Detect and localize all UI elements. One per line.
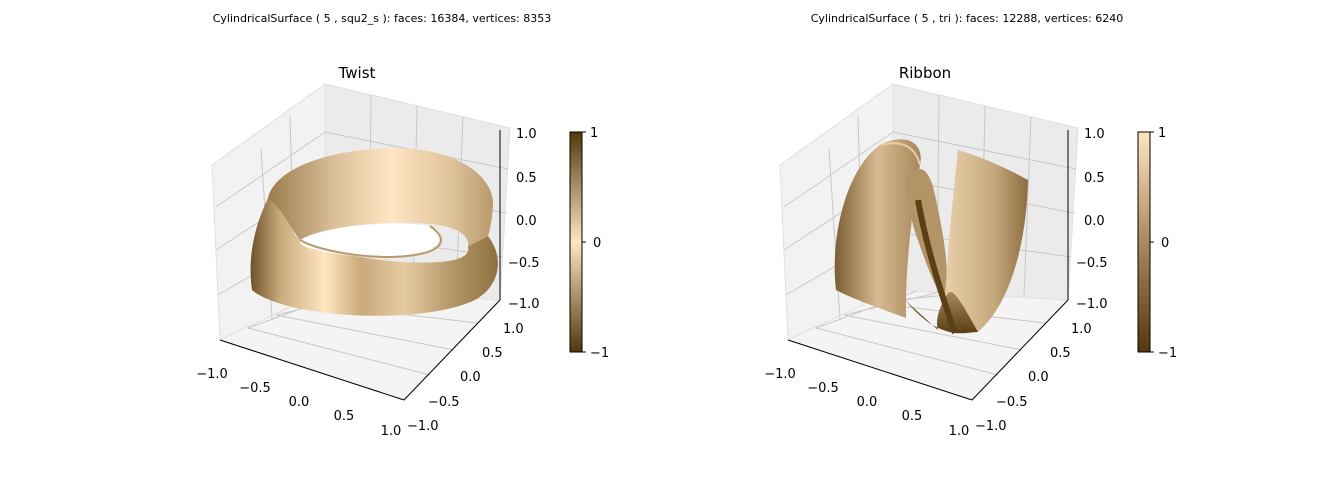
colorbar-tick: 0 <box>1161 236 1169 251</box>
title-right: Ribbon <box>899 64 951 82</box>
xtick-label: 1.0 <box>949 424 970 439</box>
ytick-label: 0.5 <box>1050 346 1071 361</box>
ztick-label: −1.0 <box>508 297 540 312</box>
xtick-label: 0.5 <box>902 409 923 424</box>
colorbar-tick: 0 <box>593 236 601 251</box>
title-left: Twist <box>338 64 376 82</box>
colorbar-tick: −1 <box>590 346 609 361</box>
axes-right <box>787 130 1069 401</box>
colorbar-left: 1 0 −1 <box>569 126 609 361</box>
surface-twist <box>250 148 498 316</box>
ztick-label: −1.0 <box>1076 297 1108 312</box>
xtick-label: −0.5 <box>239 381 271 396</box>
yticks-left: −1.0 −0.5 0.0 0.5 1.0 <box>407 322 524 434</box>
ztick-label: −0.5 <box>1076 256 1108 271</box>
subplot-twist: CylindricalSurface ( 5 , squ2_s ): faces… <box>196 12 609 439</box>
xticks-right: −1.0 −0.5 0.0 0.5 1.0 <box>764 367 969 439</box>
ytick-label: −0.5 <box>996 395 1028 410</box>
colorbar-tick: 1 <box>1158 126 1166 141</box>
ytick-label: −1.0 <box>975 419 1007 434</box>
surface-ribbon <box>834 139 1028 335</box>
ztick-label: 0.0 <box>516 214 537 229</box>
ytick-label: 0.0 <box>460 370 481 385</box>
xticks-left: −1.0 −0.5 0.0 0.5 1.0 <box>196 367 401 439</box>
colorbar-tick: 1 <box>590 126 598 141</box>
ytick-label: 0.0 <box>1028 370 1049 385</box>
xtick-label: −1.0 <box>764 367 796 382</box>
ytick-label: 1.0 <box>1071 322 1092 337</box>
axes-left <box>219 130 501 401</box>
ztick-label: 0.0 <box>1084 214 1105 229</box>
suptitle-right: CylindricalSurface ( 5 , tri ): faces: 1… <box>811 12 1124 25</box>
ztick-label: 1.0 <box>516 127 537 142</box>
ytick-label: 0.5 <box>482 346 503 361</box>
ytick-label: 1.0 <box>503 322 524 337</box>
ztick-label: 0.5 <box>516 171 537 186</box>
xtick-label: 0.0 <box>857 395 878 410</box>
xtick-label: −0.5 <box>807 381 839 396</box>
subplot-ribbon: CylindricalSurface ( 5 , tri ): faces: 1… <box>764 12 1177 439</box>
xtick-label: 1.0 <box>381 424 402 439</box>
yticks-right: −1.0 −0.5 0.0 0.5 1.0 <box>975 322 1092 434</box>
xtick-label: −1.0 <box>196 367 228 382</box>
ztick-label: −0.5 <box>508 256 540 271</box>
ztick-label: 1.0 <box>1084 127 1105 142</box>
xtick-label: 0.5 <box>334 409 355 424</box>
colorbar-tick: −1 <box>1158 346 1177 361</box>
suptitle-left: CylindricalSurface ( 5 , squ2_s ): faces… <box>213 12 552 25</box>
xtick-label: 0.0 <box>289 395 310 410</box>
ytick-label: −0.5 <box>428 395 460 410</box>
zticks-left: −1.0 −0.5 0.0 0.5 1.0 <box>508 127 540 312</box>
zticks-right: −1.0 −0.5 0.0 0.5 1.0 <box>1076 127 1108 312</box>
ytick-label: −1.0 <box>407 419 439 434</box>
colorbar-right: 1 0 −1 <box>1137 126 1177 361</box>
ztick-label: 0.5 <box>1084 171 1105 186</box>
